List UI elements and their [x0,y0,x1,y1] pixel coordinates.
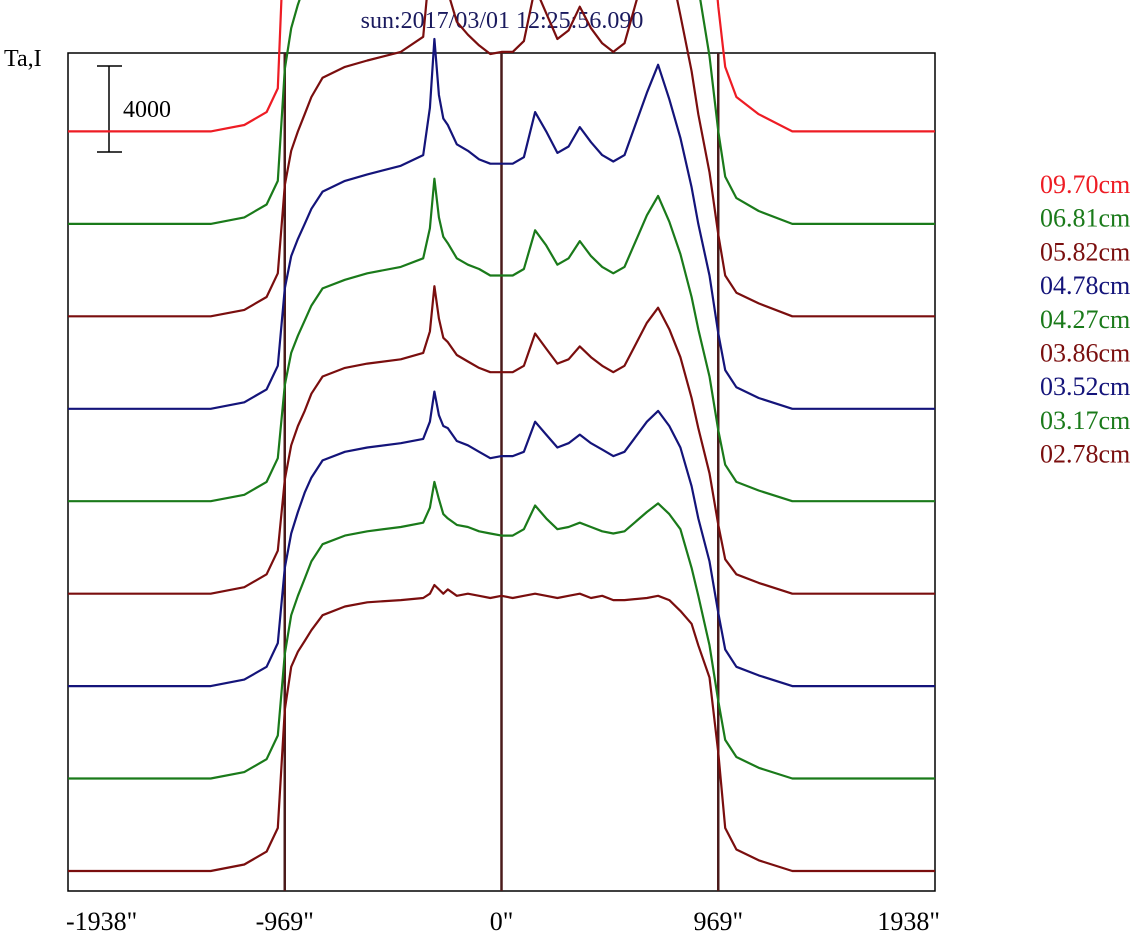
legend-item: 06.81cm [1040,204,1130,233]
series-line-02-78cm [68,583,935,873]
legend-item: 04.27cm [1040,305,1130,334]
series-line-04-78cm [68,37,935,410]
x-tick-label: -969" [256,907,314,936]
series-lines [68,0,935,873]
legend-item: 03.17cm [1040,406,1130,435]
legend-item: 03.86cm [1040,339,1130,368]
legend-item: 09.70cm [1040,170,1130,199]
legend-item: 03.52cm [1040,372,1130,401]
scale-bar: 4000 [97,65,171,153]
x-tick-labels: -1938" -969" 0" 969" 1938" [66,907,940,936]
legend-item: 02.78cm [1040,440,1130,469]
series-line-03-52cm [68,390,935,688]
chart-title: sun:2017/03/01 12:25:56.090 [361,8,644,34]
scale-bar-label: 4000 [123,97,171,123]
x-tick-label: -1938" [66,907,137,936]
series-line-04-27cm [68,177,935,503]
series-line-05-82cm [68,0,935,318]
legend: 09.70cm 06.81cm 05.82cm 04.78cm 04.27cm 03.86… [1040,170,1130,469]
series-line-03-86cm [68,285,935,595]
x-tick-label: 1938" [877,907,940,936]
x-tick-label: 0" [490,907,514,936]
legend-item: 04.78cm [1040,271,1130,300]
legend-item: 05.82cm [1040,237,1130,266]
y-axis-label: Ta,I [4,46,42,72]
series-line-03-17cm [68,480,935,780]
x-tick-label: 969" [693,907,743,936]
